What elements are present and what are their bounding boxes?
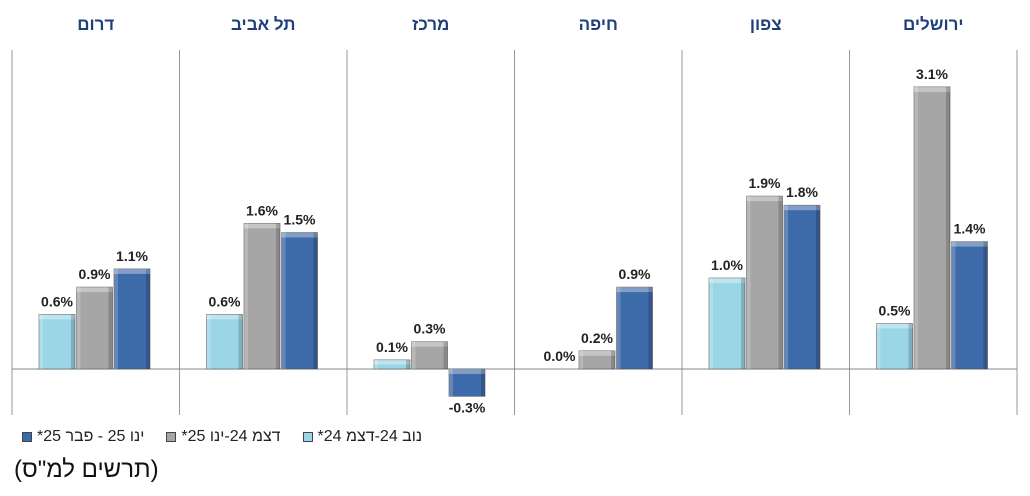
category-label: תל אביב [231, 15, 295, 34]
data-label: 0.6% [41, 293, 73, 309]
data-label: 1.5% [284, 212, 316, 228]
data-label: 0.0% [544, 348, 576, 364]
bar [448, 368, 486, 397]
category-label: מרכז [412, 15, 449, 34]
bar [876, 323, 913, 370]
bar [578, 350, 616, 370]
bar [616, 286, 653, 370]
unit-note: (תרשים למ"ס) [14, 456, 159, 483]
data-label: 0.9% [619, 266, 651, 282]
category-label: דרום [77, 15, 114, 34]
bar [783, 204, 821, 370]
legend-swatch [166, 432, 177, 442]
data-label: 0.1% [376, 339, 408, 355]
bar [913, 86, 951, 370]
bar [951, 241, 988, 370]
data-label: -0.3% [449, 399, 486, 415]
legend-item-series-3: ינו 25 - פבר 25* [22, 428, 144, 446]
legend: ינו 25 - פבר 25* דצמ 24-ינו 25* נוב 24-ד… [22, 427, 422, 447]
bar [746, 195, 783, 370]
data-label: 0.3% [414, 321, 446, 337]
legend-swatch [22, 432, 32, 442]
chart-area: 0.6% 0.9% 1.1% 0.6% 1.6% 1.5% 0.1% 0.3% -0.3% 0.0… [11, 15, 1018, 415]
legend-label: דצמ 24-ינו 25* [181, 428, 281, 445]
legend-label: ינו 25 - פבר 25* [37, 428, 145, 445]
data-label: 0.2% [581, 330, 613, 346]
bar [281, 232, 318, 370]
category-labels: דרום תל אביב מרכז חיפה צפון ירושלים [77, 15, 963, 34]
legend-swatch [302, 432, 313, 442]
bar [411, 341, 448, 370]
data-label: 0.6% [209, 293, 241, 309]
bar [38, 314, 76, 370]
bar [76, 286, 113, 370]
data-labels: 0.6% 0.9% 1.1% 0.6% 1.6% 1.5% 0.1% 0.3% -0.3% 0.0… [41, 66, 986, 415]
data-label: 1.0% [711, 257, 743, 273]
category-label: ירושלים [903, 15, 964, 34]
data-label: 1.9% [749, 175, 781, 191]
category-panels [11, 50, 1018, 415]
bar [113, 268, 151, 370]
legend-item-series-1: נוב 24-דצמ 24* [302, 428, 423, 446]
category-label: חיפה [579, 15, 618, 34]
data-label: 0.9% [79, 266, 111, 282]
legend-label: נוב 24-דצמ 24* [317, 428, 423, 445]
bar-marks [38, 86, 988, 397]
category-label: צפון [750, 15, 782, 34]
data-label: 1.8% [786, 184, 818, 200]
legend-item-series-2: דצמ 24-ינו 25* [166, 428, 281, 446]
data-label: 3.1% [916, 66, 948, 82]
bar [708, 277, 746, 370]
bar [243, 223, 281, 370]
bar [206, 314, 243, 370]
data-label: 1.1% [116, 248, 148, 264]
data-label: 0.5% [879, 303, 911, 319]
data-label: 1.6% [246, 202, 278, 218]
data-label: 1.4% [954, 221, 986, 237]
bar [373, 359, 411, 370]
